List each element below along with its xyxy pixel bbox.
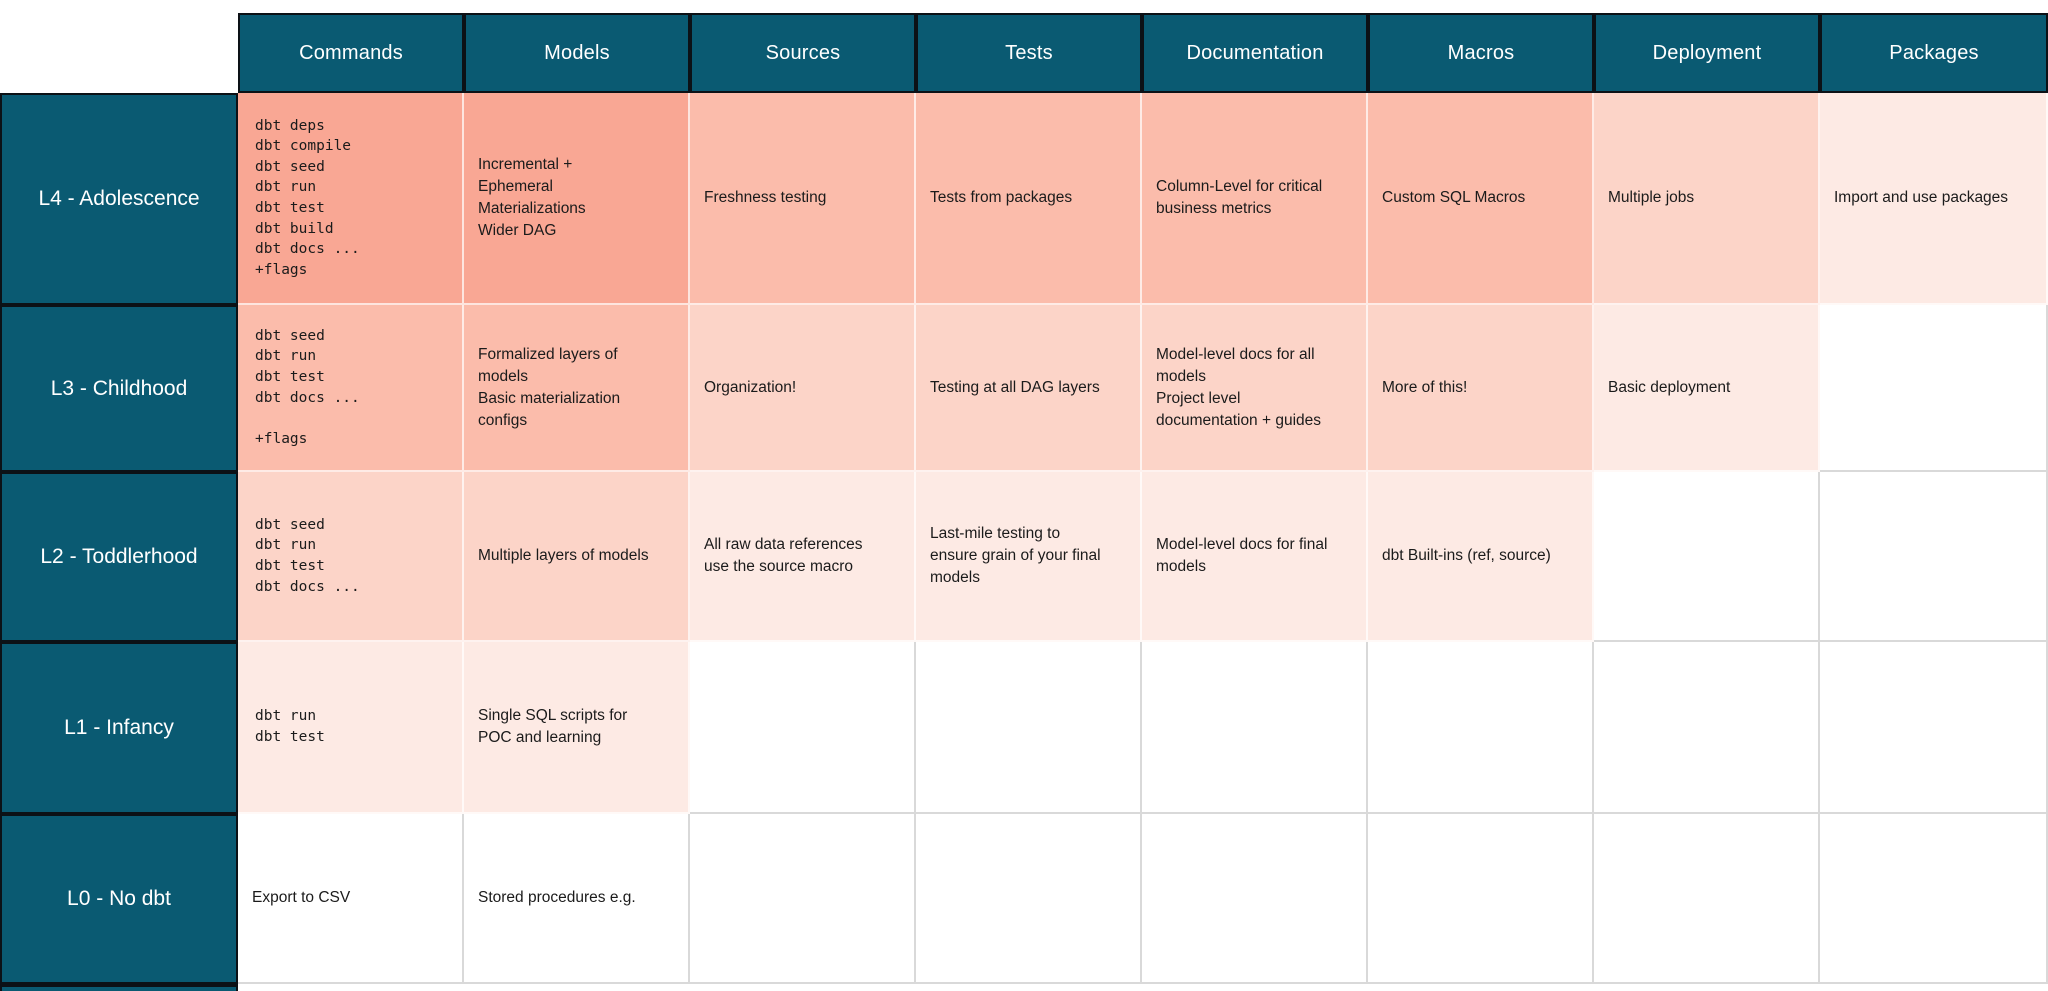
cell-l1-documentation xyxy=(1142,642,1368,814)
corner-spacer xyxy=(0,13,238,93)
cell-l2-sources: All raw data references use the source m… xyxy=(690,472,916,642)
row-label-l2: L2 - Toddlerhood xyxy=(0,472,238,642)
cell-l4-sources: Freshness testing xyxy=(690,93,916,305)
cell-l2-models: Multiple layers of models xyxy=(464,472,690,642)
cell-l4-packages: Import and use packages xyxy=(1820,93,2048,305)
cell-l3-packages xyxy=(1820,305,2048,472)
cell-l1-deployment xyxy=(1594,642,1820,814)
cell-l0-documentation xyxy=(1142,814,1368,984)
cell-l1-macros xyxy=(1368,642,1594,814)
cell-l0-deployment xyxy=(1594,814,1820,984)
bottom-left-teal-strip xyxy=(0,984,238,991)
row-label-l3: L3 - Childhood xyxy=(0,305,238,472)
column-header-models: Models xyxy=(464,13,690,93)
cell-l0-packages xyxy=(1820,814,2048,984)
cell-l1-sources xyxy=(690,642,916,814)
cell-l1-commands: dbt run dbt test xyxy=(238,642,464,814)
cell-l3-documentation: Model-level docs for all models Project … xyxy=(1142,305,1368,472)
column-header-commands: Commands xyxy=(238,13,464,93)
cell-l2-macros: dbt Built-ins (ref, source) xyxy=(1368,472,1594,642)
column-header-documentation: Documentation xyxy=(1142,13,1368,93)
cell-l2-tests: Last-mile testing to ensure grain of you… xyxy=(916,472,1142,642)
cell-l3-macros: More of this! xyxy=(1368,305,1594,472)
row-label-l1: L1 - Infancy xyxy=(0,642,238,814)
column-header-macros: Macros xyxy=(1368,13,1594,93)
cell-l3-models: Formalized layers of models Basic materi… xyxy=(464,305,690,472)
cell-l3-tests: Testing at all DAG layers xyxy=(916,305,1142,472)
cell-l0-tests xyxy=(916,814,1142,984)
cell-l4-models: Incremental + Ephemeral Materializations… xyxy=(464,93,690,305)
cell-l4-commands: dbt deps dbt compile dbt seed dbt run db… xyxy=(238,93,464,305)
column-header-packages: Packages xyxy=(1820,13,2048,93)
row-label-l0: L0 - No dbt xyxy=(0,814,238,984)
column-header-tests: Tests xyxy=(916,13,1142,93)
cell-l4-documentation: Column-Level for critical business metri… xyxy=(1142,93,1368,305)
cell-l3-deployment: Basic deployment xyxy=(1594,305,1820,472)
cell-l2-packages xyxy=(1820,472,2048,642)
cell-l3-commands: dbt seed dbt run dbt test dbt docs ... +… xyxy=(238,305,464,472)
cell-l0-macros xyxy=(1368,814,1594,984)
cell-l1-packages xyxy=(1820,642,2048,814)
cell-l4-macros: Custom SQL Macros xyxy=(1368,93,1594,305)
cell-l2-documentation: Model-level docs for final models xyxy=(1142,472,1368,642)
cell-l4-tests: Tests from packages xyxy=(916,93,1142,305)
cell-l2-commands: dbt seed dbt run dbt test dbt docs ... xyxy=(238,472,464,642)
column-header-deployment: Deployment xyxy=(1594,13,1820,93)
column-header-sources: Sources xyxy=(690,13,916,93)
cell-l2-deployment xyxy=(1594,472,1820,642)
cell-l3-sources: Organization! xyxy=(690,305,916,472)
cell-l0-commands: Export to CSV xyxy=(238,814,464,984)
cell-l0-models: Stored procedures e.g. xyxy=(464,814,690,984)
cell-l0-sources xyxy=(690,814,916,984)
row-label-l4: L4 - Adolescence xyxy=(0,93,238,305)
cell-l1-models: Single SQL scripts for POC and learning xyxy=(464,642,690,814)
cell-l1-tests xyxy=(916,642,1142,814)
cell-l4-deployment: Multiple jobs xyxy=(1594,93,1820,305)
maturity-table: Commands Models Sources Tests Documentat… xyxy=(0,13,2048,991)
